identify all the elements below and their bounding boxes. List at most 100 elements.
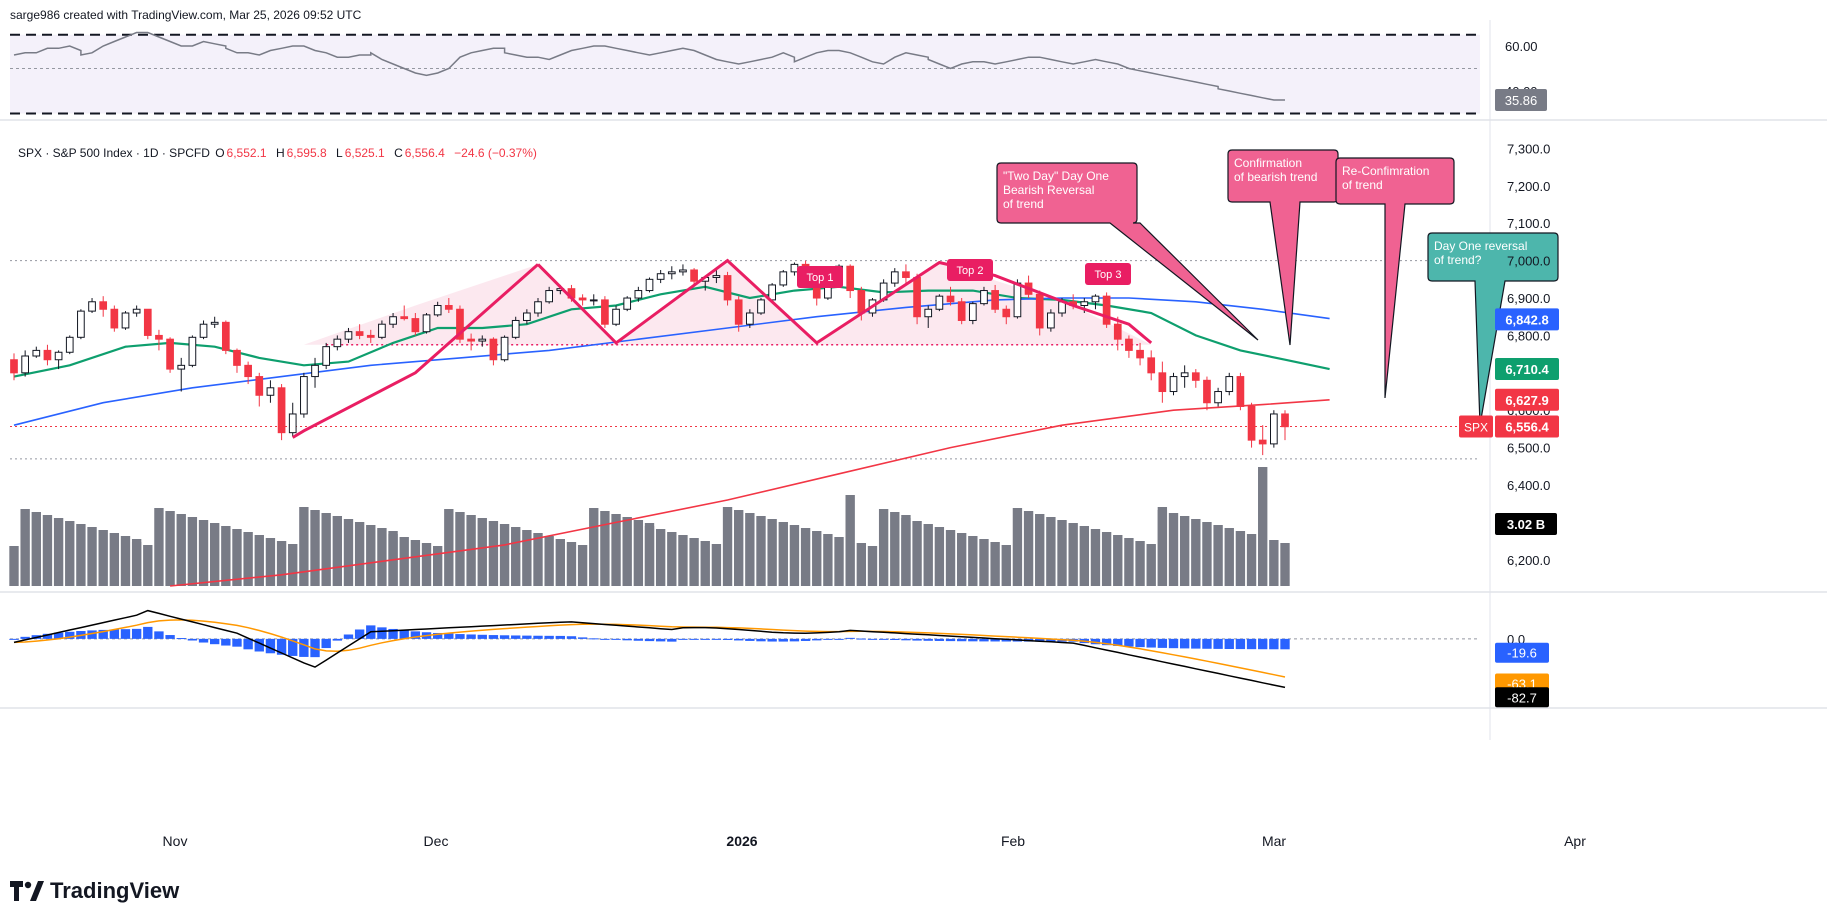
candle (99, 296, 108, 317)
candle-body (991, 290, 999, 310)
candle-body (645, 278, 654, 292)
volume-bar (165, 511, 175, 586)
candle-body (1158, 372, 1167, 393)
candle-body (1191, 372, 1200, 381)
symbol-name: SPX · S&P 500 Index · 1D · SPCFD (18, 146, 210, 160)
candle-body (857, 290, 866, 314)
candle-body (422, 314, 431, 333)
volume-bar (1235, 531, 1246, 586)
candle (110, 305, 119, 332)
volume-bar (968, 536, 978, 586)
candle-body (21, 355, 29, 374)
macd-histogram-bar (265, 638, 276, 654)
macd-histogram-bar (800, 638, 811, 641)
time-tick-label: Apr (1564, 833, 1586, 849)
candle (968, 301, 977, 325)
candle (511, 316, 520, 340)
candle (1147, 350, 1156, 381)
price-tick-label: 6,400.0 (1507, 478, 1550, 493)
volume-bar (555, 539, 565, 586)
candle-body (188, 336, 197, 366)
macd-histogram-bar (176, 638, 186, 640)
macd-histogram-bar (1101, 638, 1112, 646)
candle-body (723, 275, 732, 301)
macd-histogram-bar (622, 638, 632, 641)
tradingview-logo[interactable]: TradingView (10, 878, 179, 904)
volume-bar (1090, 529, 1101, 586)
volume-bar (410, 540, 421, 586)
candle (734, 296, 743, 332)
high-label: H (275, 146, 285, 160)
candle-body (88, 301, 96, 312)
close-label: C (394, 146, 403, 160)
candle (623, 296, 632, 312)
candle (679, 264, 687, 276)
volume-bar (956, 533, 967, 586)
macd-histogram-bar (1168, 638, 1179, 649)
candle (478, 335, 487, 347)
volume-bar (589, 508, 599, 586)
macd-histogram-bar (410, 631, 421, 639)
candle (1102, 292, 1111, 328)
macd-histogram-bar (600, 638, 610, 640)
candle (656, 269, 665, 284)
volume-bar (466, 515, 476, 586)
candle-body (1214, 391, 1222, 404)
candle (456, 305, 464, 343)
macd-signal-line (13, 619, 1286, 678)
candle-body (980, 290, 988, 305)
macd-histogram-bar (1213, 638, 1223, 649)
macd-histogram-bar (722, 638, 733, 640)
candle-body (623, 297, 632, 310)
callout-text: Top 3 (1095, 269, 1122, 281)
volume-bar (1113, 535, 1123, 586)
volume-bar (1224, 528, 1234, 586)
volume-bar (511, 527, 521, 586)
macd-histogram-bar (198, 638, 209, 643)
volume-bar (377, 528, 387, 586)
candle (88, 298, 96, 313)
macd-histogram-bar (745, 638, 755, 641)
volume-bar (488, 521, 499, 586)
macd-histogram-bar (678, 638, 688, 640)
volume-bar (198, 520, 209, 586)
volume-bar (1179, 516, 1190, 586)
macd-histogram-bar (655, 638, 666, 642)
time-tick-label: Mar (1262, 833, 1286, 849)
volume-bar (243, 532, 253, 586)
candle (300, 372, 308, 418)
candle (467, 333, 475, 351)
callout-bubble (996, 162, 1259, 341)
volume-bar (778, 522, 788, 586)
macd-histogram-bar (1280, 638, 1290, 650)
candle (121, 311, 130, 330)
price-tick-label: 6,500.0 (1507, 441, 1550, 456)
candle-body (1125, 338, 1133, 351)
macd-histogram-bar (633, 638, 644, 641)
candle-body (667, 271, 676, 275)
symbol-ohlc-line: SPX · S&P 500 Index · 1D · SPCFD O 6,552.… (18, 146, 543, 160)
candle-body (166, 338, 174, 370)
candle (489, 337, 498, 366)
callout-box (797, 266, 843, 288)
volume-bar (600, 511, 610, 586)
macd-histogram-bar (968, 638, 978, 642)
volume-bar (254, 535, 264, 586)
volume-label-box (1495, 513, 1557, 535)
candle (155, 329, 163, 351)
candle-body (757, 299, 765, 314)
macd-histogram-bar (332, 638, 343, 641)
macd-histogram-bar (377, 627, 387, 639)
ma50-line (13, 297, 1330, 426)
rsi-line (13, 31, 1285, 101)
volume-bar (176, 514, 186, 586)
macd-histogram-bar (1090, 638, 1101, 645)
volume-bar (310, 510, 320, 586)
candle-body (121, 312, 130, 329)
callout-line: Day One reversal (1434, 239, 1527, 253)
candle (188, 335, 197, 368)
candle-body (110, 308, 119, 329)
